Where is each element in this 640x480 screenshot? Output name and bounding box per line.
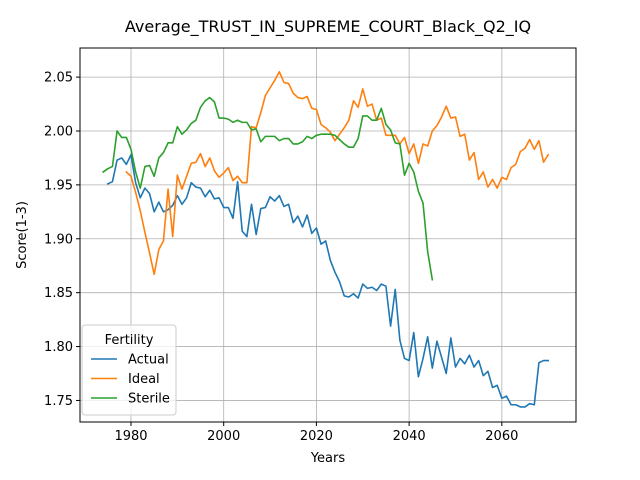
x-tick-label: 2040	[393, 429, 426, 444]
x-tick-label: 2000	[207, 429, 240, 444]
x-axis-label: Years	[310, 451, 346, 466]
legend-label-sterile: Sterile	[128, 392, 170, 407]
y-tick-label: 1.80	[44, 340, 73, 355]
legend-title: Fertility	[105, 333, 154, 348]
series-layer	[102, 70, 550, 408]
y-tick-label: 2.00	[44, 124, 73, 139]
y-tick-label: 1.75	[44, 394, 73, 409]
series-line-actual	[106, 153, 549, 408]
plot-area-frame	[79, 47, 577, 423]
chart-title: Average_TRUST_IN_SUPREME_COURT_Black_Q2_…	[125, 17, 531, 37]
y-axis-label: Score(1-3)	[15, 201, 30, 269]
y-tick-label: 1.85	[44, 286, 73, 301]
axis-ticks: 1980 2000 2020 2040 2060 1.75 1.80 1.85 1.90 1.95…	[44, 71, 518, 444]
legend-items: Actual Ideal Sterile	[91, 353, 170, 407]
x-tick-label: 2020	[300, 429, 333, 444]
x-tick-label: 2060	[485, 429, 518, 444]
legend-label-actual: Actual	[128, 353, 169, 368]
legend-box	[81, 324, 177, 416]
y-tick-label: 1.90	[44, 232, 73, 247]
x-tick-label: 1980	[114, 429, 147, 444]
series-line-sterile	[102, 96, 434, 281]
legend: Fertility Actual Ideal Sterile	[81, 324, 177, 416]
y-tick-label: 1.95	[44, 178, 73, 193]
y-tick-label: 2.05	[44, 71, 73, 86]
legend-label-ideal: Ideal	[128, 372, 160, 387]
